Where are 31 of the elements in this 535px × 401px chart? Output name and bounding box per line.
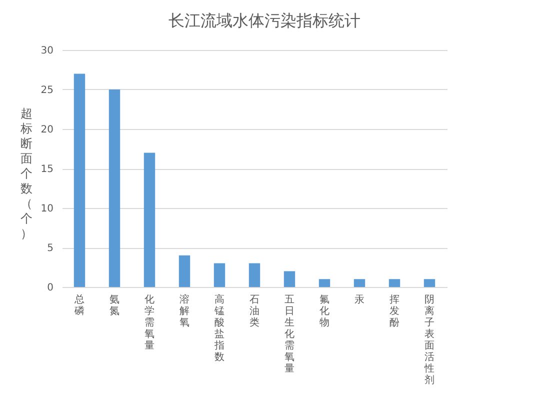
bar — [284, 271, 296, 287]
y-tick-label: 30 — [40, 46, 54, 56]
bar — [354, 279, 366, 287]
bar — [388, 279, 400, 287]
x-tick-label: 高锰酸盐指数 — [214, 294, 224, 363]
y-tick-label: 25 — [40, 85, 54, 96]
bar — [74, 74, 86, 287]
bar — [144, 152, 156, 287]
x-tick-label: 氟化物 — [320, 294, 330, 328]
bar — [214, 263, 226, 287]
x-tick-label: 阴离子表面活性剂 — [424, 294, 434, 386]
bar — [108, 90, 120, 287]
y-tick-label: 0 — [47, 282, 54, 294]
x-tick-label: 石油类 — [250, 294, 260, 328]
x-tick-label: 挥发酚 — [390, 294, 400, 328]
bar — [248, 263, 260, 287]
y-tick-label: 15 — [40, 164, 54, 175]
x-tick-label: 化学需氧量 — [144, 294, 154, 352]
x-tick-label: 五日生化需氧量 — [284, 294, 294, 374]
x-tick-label: 总磷 — [74, 294, 84, 317]
y-tick-label: 20 — [40, 124, 54, 136]
text: 超标断面个数（个） — [20, 106, 32, 240]
chart-title: 长江流域水体污染指标统计 — [168, 11, 360, 30]
x-tick-label: 氨氮 — [110, 294, 120, 317]
x-tick-label: 汞 — [354, 294, 364, 306]
x-tick-label: 溶解氧 — [180, 294, 190, 328]
y-tick-label: 5 — [47, 243, 54, 254]
bar — [318, 279, 330, 287]
bar — [178, 255, 190, 287]
y-tick-label: 10 — [40, 204, 54, 214]
bar — [424, 279, 436, 287]
